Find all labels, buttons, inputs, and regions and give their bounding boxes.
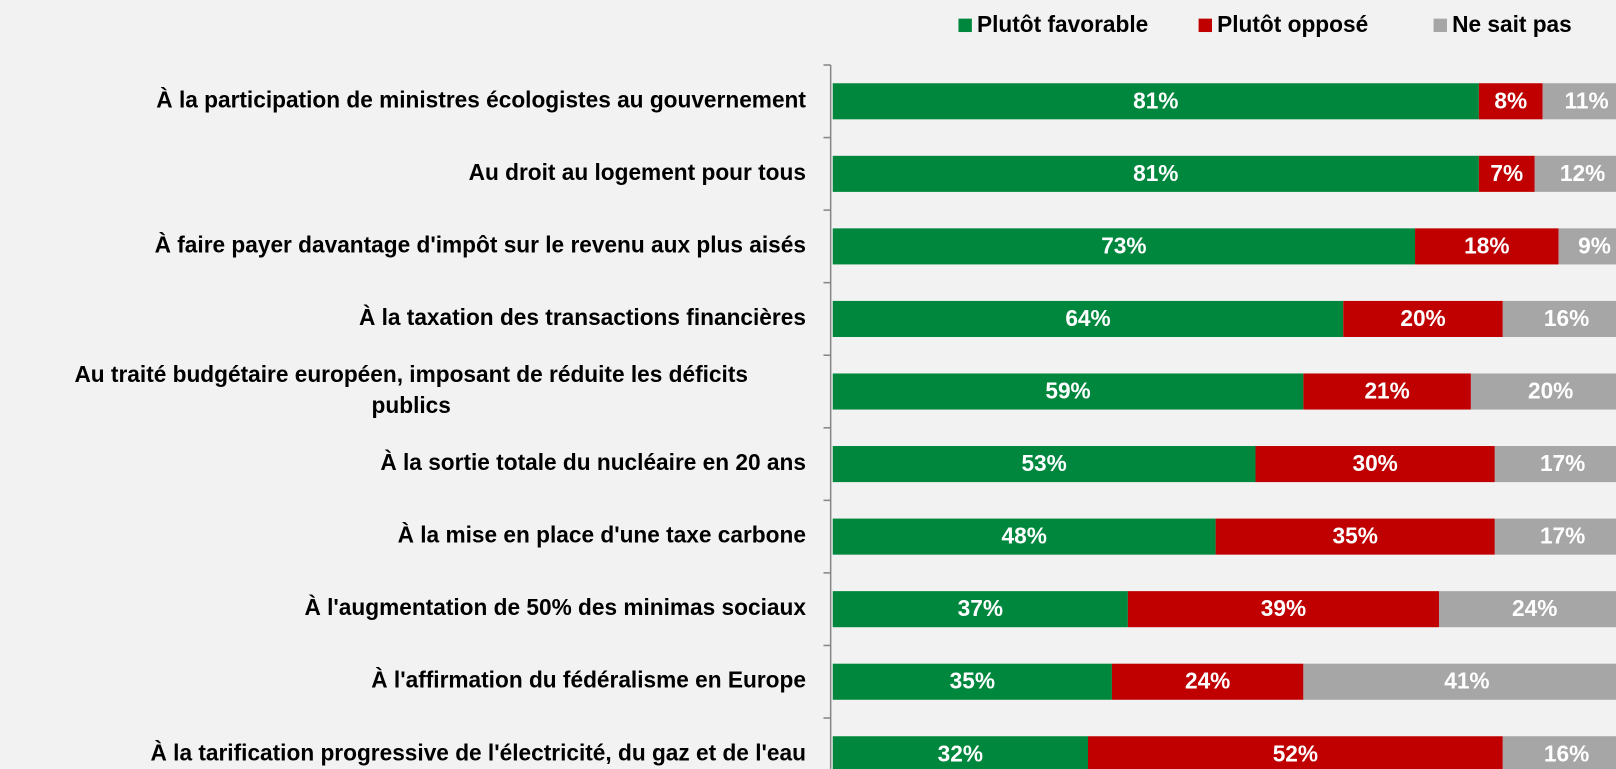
value-label: 7% <box>1490 160 1523 186</box>
category-label: À l'augmentation de 50% des minimas soci… <box>304 594 806 620</box>
value-label: 30% <box>1352 450 1397 476</box>
value-label: 41% <box>1444 668 1489 694</box>
value-label: 32% <box>938 740 983 766</box>
category-label: À la mise en place d'une taxe carbone <box>398 522 806 548</box>
value-label: 24% <box>1185 668 1230 694</box>
bar-segment <box>1534 155 1616 192</box>
bar-segment <box>1303 373 1471 410</box>
bar-segment <box>832 83 1479 120</box>
category-label: À la sortie totale du nucléaire en 20 an… <box>380 449 806 475</box>
value-label: 24% <box>1512 595 1557 621</box>
value-label: 81% <box>1133 87 1178 113</box>
bar-segment <box>832 228 1416 265</box>
value-label: 8% <box>1494 87 1527 113</box>
bar-segment <box>1478 83 1543 120</box>
category-label: À la taxation des transactions financièr… <box>359 304 806 330</box>
category-label: À la tarification progressive de l'élect… <box>151 739 806 765</box>
value-label: 9% <box>1578 232 1611 258</box>
value-label: 17% <box>1540 523 1585 549</box>
bar-segment <box>1111 663 1304 700</box>
category-label: À l'affirmation du fédéralisme en Europe <box>371 667 806 693</box>
legend-label: Plutôt opposé <box>1217 11 1368 37</box>
bar-segment <box>832 155 1479 192</box>
value-label: 52% <box>1273 740 1318 766</box>
bar-segment <box>1303 663 1616 700</box>
category-label: À faire payer davantage d'impôt sur le r… <box>155 231 806 257</box>
bar-segment <box>1558 228 1616 265</box>
legend-label: Ne sait pas <box>1452 11 1572 37</box>
bar-segment <box>1415 228 1559 265</box>
value-label: 73% <box>1101 232 1146 258</box>
bar-segment <box>1470 373 1616 410</box>
bar-segment <box>832 518 1216 555</box>
bar-segment <box>1215 518 1495 555</box>
value-label: 37% <box>958 595 1003 621</box>
value-label: 18% <box>1464 232 1509 258</box>
value-label: 48% <box>1002 523 1047 549</box>
bar-segment <box>1494 446 1616 483</box>
value-label: 17% <box>1540 450 1585 476</box>
value-label: 12% <box>1560 160 1605 186</box>
bar-segment <box>832 591 1128 628</box>
bar-segment <box>1502 736 1616 769</box>
bar-segment <box>832 736 1088 769</box>
bar-segment <box>832 300 1344 337</box>
bar-segment <box>1127 591 1439 628</box>
bar-segment <box>832 446 1256 483</box>
value-label: 64% <box>1065 305 1110 331</box>
legend-swatch <box>1433 18 1447 33</box>
bar-segment <box>1255 446 1495 483</box>
bar-segment <box>1502 300 1616 337</box>
value-label: 20% <box>1400 305 1445 331</box>
value-label: 11% <box>1565 87 1609 113</box>
legend-swatch <box>1198 18 1212 33</box>
value-label: 20% <box>1528 378 1573 404</box>
value-label: 53% <box>1021 450 1066 476</box>
bar-segment <box>1478 155 1535 192</box>
value-label: 16% <box>1544 740 1589 766</box>
value-label: 59% <box>1045 378 1090 404</box>
legend-label: Plutôt favorable <box>977 11 1148 37</box>
category-label: Au traité budgétaire européen, imposant … <box>74 361 748 418</box>
bar-segment <box>1438 591 1616 628</box>
bar-segment <box>1494 518 1616 555</box>
value-label: 35% <box>1333 523 1378 549</box>
category-label: Au droit au logement pour tous <box>469 159 806 185</box>
value-label: 81% <box>1133 160 1178 186</box>
bar-segment <box>832 373 1304 410</box>
value-label: 21% <box>1364 378 1409 404</box>
legend-swatch <box>958 18 972 33</box>
category-label: À la participation de ministres écologis… <box>156 86 806 112</box>
value-label: 35% <box>950 668 995 694</box>
bar-segment <box>1343 300 1503 337</box>
bar-segment <box>1542 83 1616 120</box>
bar-segment <box>1087 736 1503 769</box>
value-label: 16% <box>1544 305 1589 331</box>
bar-segment <box>832 663 1112 700</box>
value-label: 39% <box>1261 595 1306 621</box>
